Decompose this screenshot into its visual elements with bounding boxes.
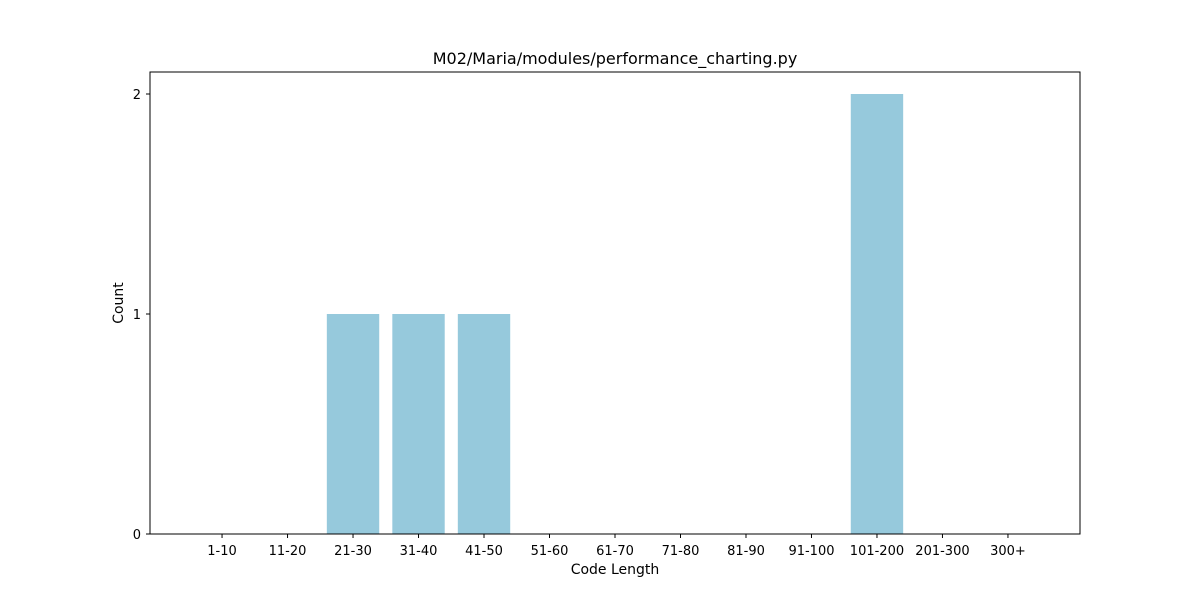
y-tick-label: 2: [133, 88, 141, 103]
x-tick-label: 31-40: [400, 544, 438, 559]
bar-31-40: [392, 314, 445, 534]
x-tick-label: 11-20: [269, 544, 307, 559]
bar-21-30: [326, 314, 380, 534]
x-tick-label: 201-300: [915, 544, 969, 559]
x-tick-label: 21-30: [334, 544, 372, 559]
x-tick-label: 300+: [990, 544, 1026, 559]
x-tick-label: 41-50: [465, 544, 503, 559]
chart-title: M02/Maria/modules/performance_charting.p…: [433, 49, 798, 69]
bar-41-50: [457, 314, 511, 534]
bar-101-200: [850, 94, 904, 534]
x-axis-label: Code Length: [571, 562, 660, 578]
y-axis-label: Count: [111, 282, 127, 324]
x-tick-label: 1-10: [207, 544, 237, 559]
y-tick-label: 0: [133, 528, 141, 543]
y-tick-label: 1: [133, 308, 141, 323]
x-tick-label: 61-70: [596, 544, 634, 559]
x-tick-label: 51-60: [531, 544, 569, 559]
x-tick-label: 101-200: [850, 544, 904, 559]
x-tick-label: 81-90: [727, 544, 765, 559]
x-tick-label: 91-100: [788, 544, 834, 559]
x-tick-label: 71-80: [662, 544, 700, 559]
